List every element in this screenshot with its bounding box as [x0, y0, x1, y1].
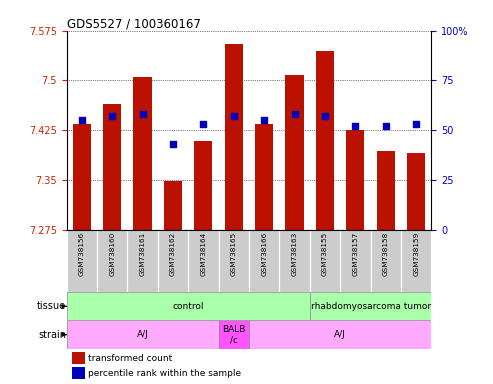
Text: transformed count: transformed count [88, 354, 173, 363]
Bar [158, 230, 188, 292]
Text: A/J: A/J [137, 330, 148, 339]
Text: GSM738162: GSM738162 [170, 232, 176, 276]
Bar [407, 153, 425, 230]
Bar [225, 44, 243, 230]
Point [382, 123, 389, 129]
Point [108, 113, 116, 119]
Text: GSM738159: GSM738159 [413, 232, 419, 276]
Bar [377, 151, 395, 230]
Bar [97, 230, 127, 292]
Bar [218, 321, 249, 349]
Point [321, 113, 329, 119]
Text: GSM738166: GSM738166 [261, 232, 267, 276]
Point [230, 113, 238, 119]
Text: GSM738163: GSM738163 [291, 232, 298, 276]
Point [352, 123, 359, 129]
Bar [67, 230, 97, 292]
Text: percentile rank within the sample: percentile rank within the sample [88, 369, 242, 378]
Point [199, 121, 208, 127]
Point [260, 117, 268, 123]
Bar [255, 124, 273, 230]
Text: rhabdomyosarcoma tumor: rhabdomyosarcoma tumor [311, 302, 430, 311]
Bar [249, 321, 431, 349]
Text: GDS5527 / 100360167: GDS5527 / 100360167 [67, 18, 201, 31]
Bar [72, 352, 85, 364]
Point [139, 111, 146, 118]
Bar [346, 130, 364, 230]
Point [169, 141, 177, 147]
Text: control: control [173, 302, 204, 311]
Bar [164, 181, 182, 230]
Bar [72, 124, 91, 230]
Text: GSM738158: GSM738158 [383, 232, 389, 276]
Text: GSM738164: GSM738164 [200, 232, 207, 276]
Bar [310, 292, 431, 321]
Text: GSM738160: GSM738160 [109, 232, 115, 276]
Bar [67, 292, 310, 321]
Bar [72, 367, 85, 379]
Text: tissue: tissue [37, 301, 66, 311]
Text: strain: strain [38, 330, 66, 340]
Bar [340, 230, 371, 292]
Bar [218, 230, 249, 292]
Text: GSM738155: GSM738155 [322, 232, 328, 276]
Text: GSM738165: GSM738165 [231, 232, 237, 276]
Point [78, 117, 86, 123]
Text: GSM738156: GSM738156 [79, 232, 85, 276]
Text: GSM738157: GSM738157 [352, 232, 358, 276]
Bar [316, 51, 334, 230]
Text: A/J: A/J [334, 330, 346, 339]
Point [412, 121, 420, 127]
Bar [280, 230, 310, 292]
Bar [127, 230, 158, 292]
Bar [194, 141, 212, 230]
Bar [285, 75, 304, 230]
Bar [401, 230, 431, 292]
Point [291, 111, 299, 118]
Bar [249, 230, 280, 292]
Bar [103, 104, 121, 230]
Bar [67, 321, 218, 349]
Bar [310, 230, 340, 292]
Text: BALB
/c: BALB /c [222, 325, 246, 344]
Bar [371, 230, 401, 292]
Text: GSM738161: GSM738161 [140, 232, 145, 276]
Bar [188, 230, 218, 292]
Bar [134, 77, 152, 230]
